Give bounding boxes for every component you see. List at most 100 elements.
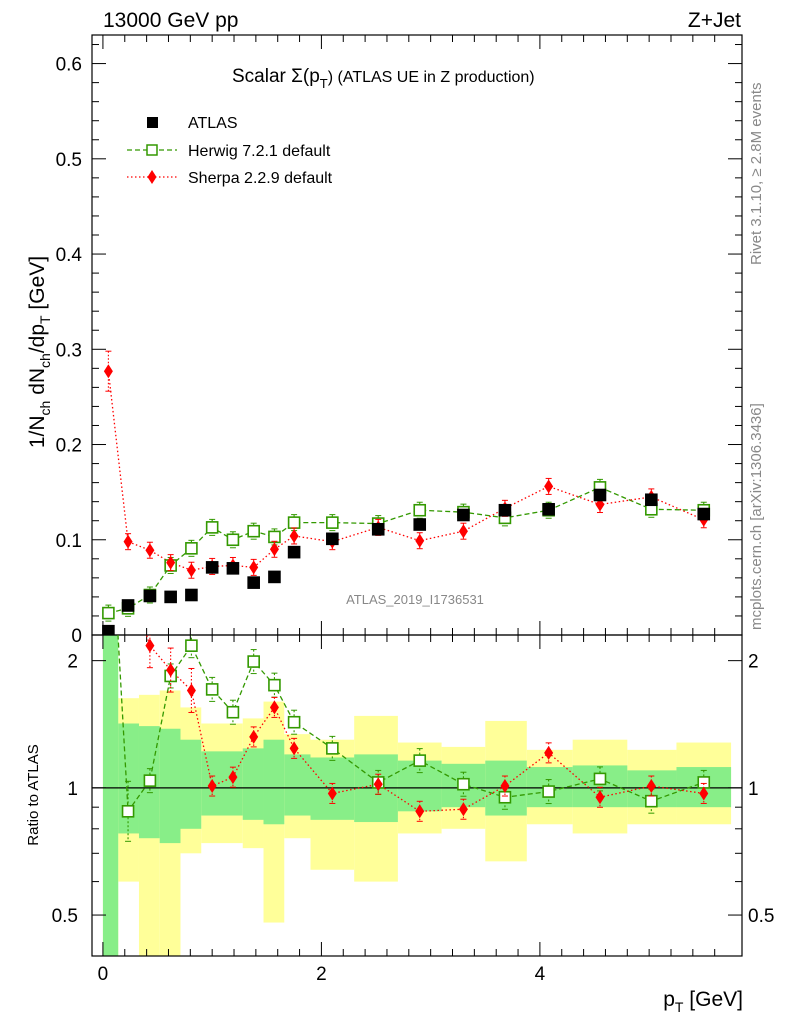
atlas-point <box>185 588 198 602</box>
herwig-point <box>287 516 301 529</box>
sherpa-point <box>123 534 133 549</box>
herwig-ratio-point <box>593 772 607 786</box>
herwig-ratio-point <box>205 683 219 696</box>
sherpa-ratio-point <box>269 700 279 715</box>
atlas-point <box>593 488 607 502</box>
herwig-ratio-point <box>121 805 135 818</box>
herwig-point <box>205 521 219 534</box>
band-inner-bin-7 <box>242 748 264 820</box>
atlas-point <box>226 562 240 575</box>
herwig-ratio-point <box>268 678 281 692</box>
sherpa-point <box>166 555 176 570</box>
herwig-ratio-point <box>143 774 157 787</box>
top-ytick-label: 0 <box>71 626 82 647</box>
atlas-point <box>102 624 115 635</box>
band-inner-bin-4 <box>180 739 202 829</box>
ratio-ytick-label-left: 0.5 <box>52 906 78 927</box>
sherpa-ratio-point <box>595 790 605 805</box>
band-inner-bin-6 <box>222 751 243 816</box>
sherpa-point <box>103 364 113 379</box>
sherpa-ratio-point <box>207 779 217 794</box>
herwig-point <box>226 533 240 547</box>
herwig-ratio-point <box>542 785 555 798</box>
top-ytick-label: 0.6 <box>56 55 82 76</box>
herwig-point <box>102 606 115 620</box>
legend-marker-sherpa <box>147 170 157 184</box>
xtick-label: 0 <box>98 964 109 985</box>
top-y-axis-label: 1/Nch dNch/dpT [GeV] <box>26 256 53 448</box>
herwig-ratio-point <box>457 777 470 791</box>
herwig-ratio-point <box>413 754 427 767</box>
sherpa-point <box>186 563 196 578</box>
atlas-point <box>326 532 339 546</box>
top-ytick-label: 0.2 <box>56 436 82 457</box>
sherpa-ratio-point <box>145 638 155 653</box>
band-inner-bin-9 <box>284 754 311 816</box>
sherpa-ratio-point <box>228 770 238 785</box>
herwig-ratio-point <box>645 794 658 808</box>
ratio-ytick-label-right: 2 <box>748 652 759 673</box>
herwig-ratio-point <box>498 790 512 804</box>
sherpa-ratio-point <box>327 786 337 801</box>
x-axis-label: pT [GeV] <box>663 988 743 1015</box>
ratio-y-axis-label: Ratio to ATLAS <box>25 744 42 845</box>
ratio-frame <box>91 634 743 957</box>
sherpa-ratio-point <box>289 741 299 756</box>
ratio-ytick-label-right: 1 <box>748 779 759 800</box>
herwig-point <box>268 530 281 544</box>
sherpa-ratio-point <box>458 802 468 817</box>
herwig-ratio-point <box>697 776 711 789</box>
sherpa-ratio-point <box>500 779 510 794</box>
atlas-point <box>645 493 658 507</box>
sherpa-point <box>544 479 554 494</box>
atlas-point <box>121 599 135 612</box>
herwig-point <box>326 516 339 529</box>
atlas-point <box>205 561 219 574</box>
sherpa-ratio-point <box>186 683 196 698</box>
atlas-point <box>413 518 427 531</box>
sherpa-ratio-point <box>249 729 259 744</box>
atlas-point <box>247 576 260 589</box>
sherpa-point <box>269 542 279 557</box>
atlas-point <box>542 502 555 516</box>
rivet-version-label: Rivet 3.1.10, ≥ 2.8M events <box>748 83 765 266</box>
sherpa-ratio-point <box>544 745 554 760</box>
atlas-point <box>371 522 385 536</box>
herwig-ratio-point <box>103 461 114 472</box>
atlas-point <box>143 589 157 603</box>
legend-label-atlas: ATLAS <box>188 115 238 132</box>
ratio-ytick-label-left: 2 <box>67 652 78 673</box>
sherpa-line <box>107 371 705 571</box>
top-ytick-label: 0.4 <box>56 245 83 266</box>
atlas-point <box>697 507 711 521</box>
legend-label-sherpa: Sherpa 2.2.9 default <box>188 170 333 187</box>
process-label: Z+Jet <box>688 9 741 32</box>
sherpa-ratio-point <box>699 786 709 801</box>
atlas-point <box>498 503 512 517</box>
top-data <box>102 350 711 635</box>
top-ytick-label: 0.1 <box>56 531 82 552</box>
herwig-ratio-point <box>185 639 198 652</box>
analysis-watermark: ATLAS_2019_I1736531 <box>346 592 484 607</box>
energy-label: 13000 GeV pp <box>103 9 238 32</box>
axis-ticks: 0 0.1 0.2 0.3 0.4 0.5 0.6 0.5 0.5 1 1 2 2 0 2 4 <box>52 35 774 985</box>
sherpa-ratio-point <box>415 804 425 819</box>
legend-marker-atlas <box>147 117 158 128</box>
herwig-ratio-point <box>226 705 240 719</box>
sherpa-ratio-point <box>646 779 656 794</box>
atlas-point <box>457 508 470 522</box>
band-inner-bin-3 <box>159 728 181 844</box>
chart-title: Scalar Σ(pT) (ATLAS UE in Z production) <box>232 66 535 91</box>
herwig-ratio-point <box>287 715 301 729</box>
sherpa-point <box>415 533 425 548</box>
sherpa-point <box>145 543 155 558</box>
herwig-point <box>247 524 260 538</box>
sherpa-point <box>249 560 259 575</box>
sherpa-ratio-point <box>373 777 383 792</box>
ratio-ytick-label-left: 1 <box>67 779 78 800</box>
sherpa-ratio-point <box>124 570 133 584</box>
sherpa-point <box>458 524 468 539</box>
sherpa-point <box>289 528 299 543</box>
ratio-ytick-label-right: 0.5 <box>748 906 774 927</box>
